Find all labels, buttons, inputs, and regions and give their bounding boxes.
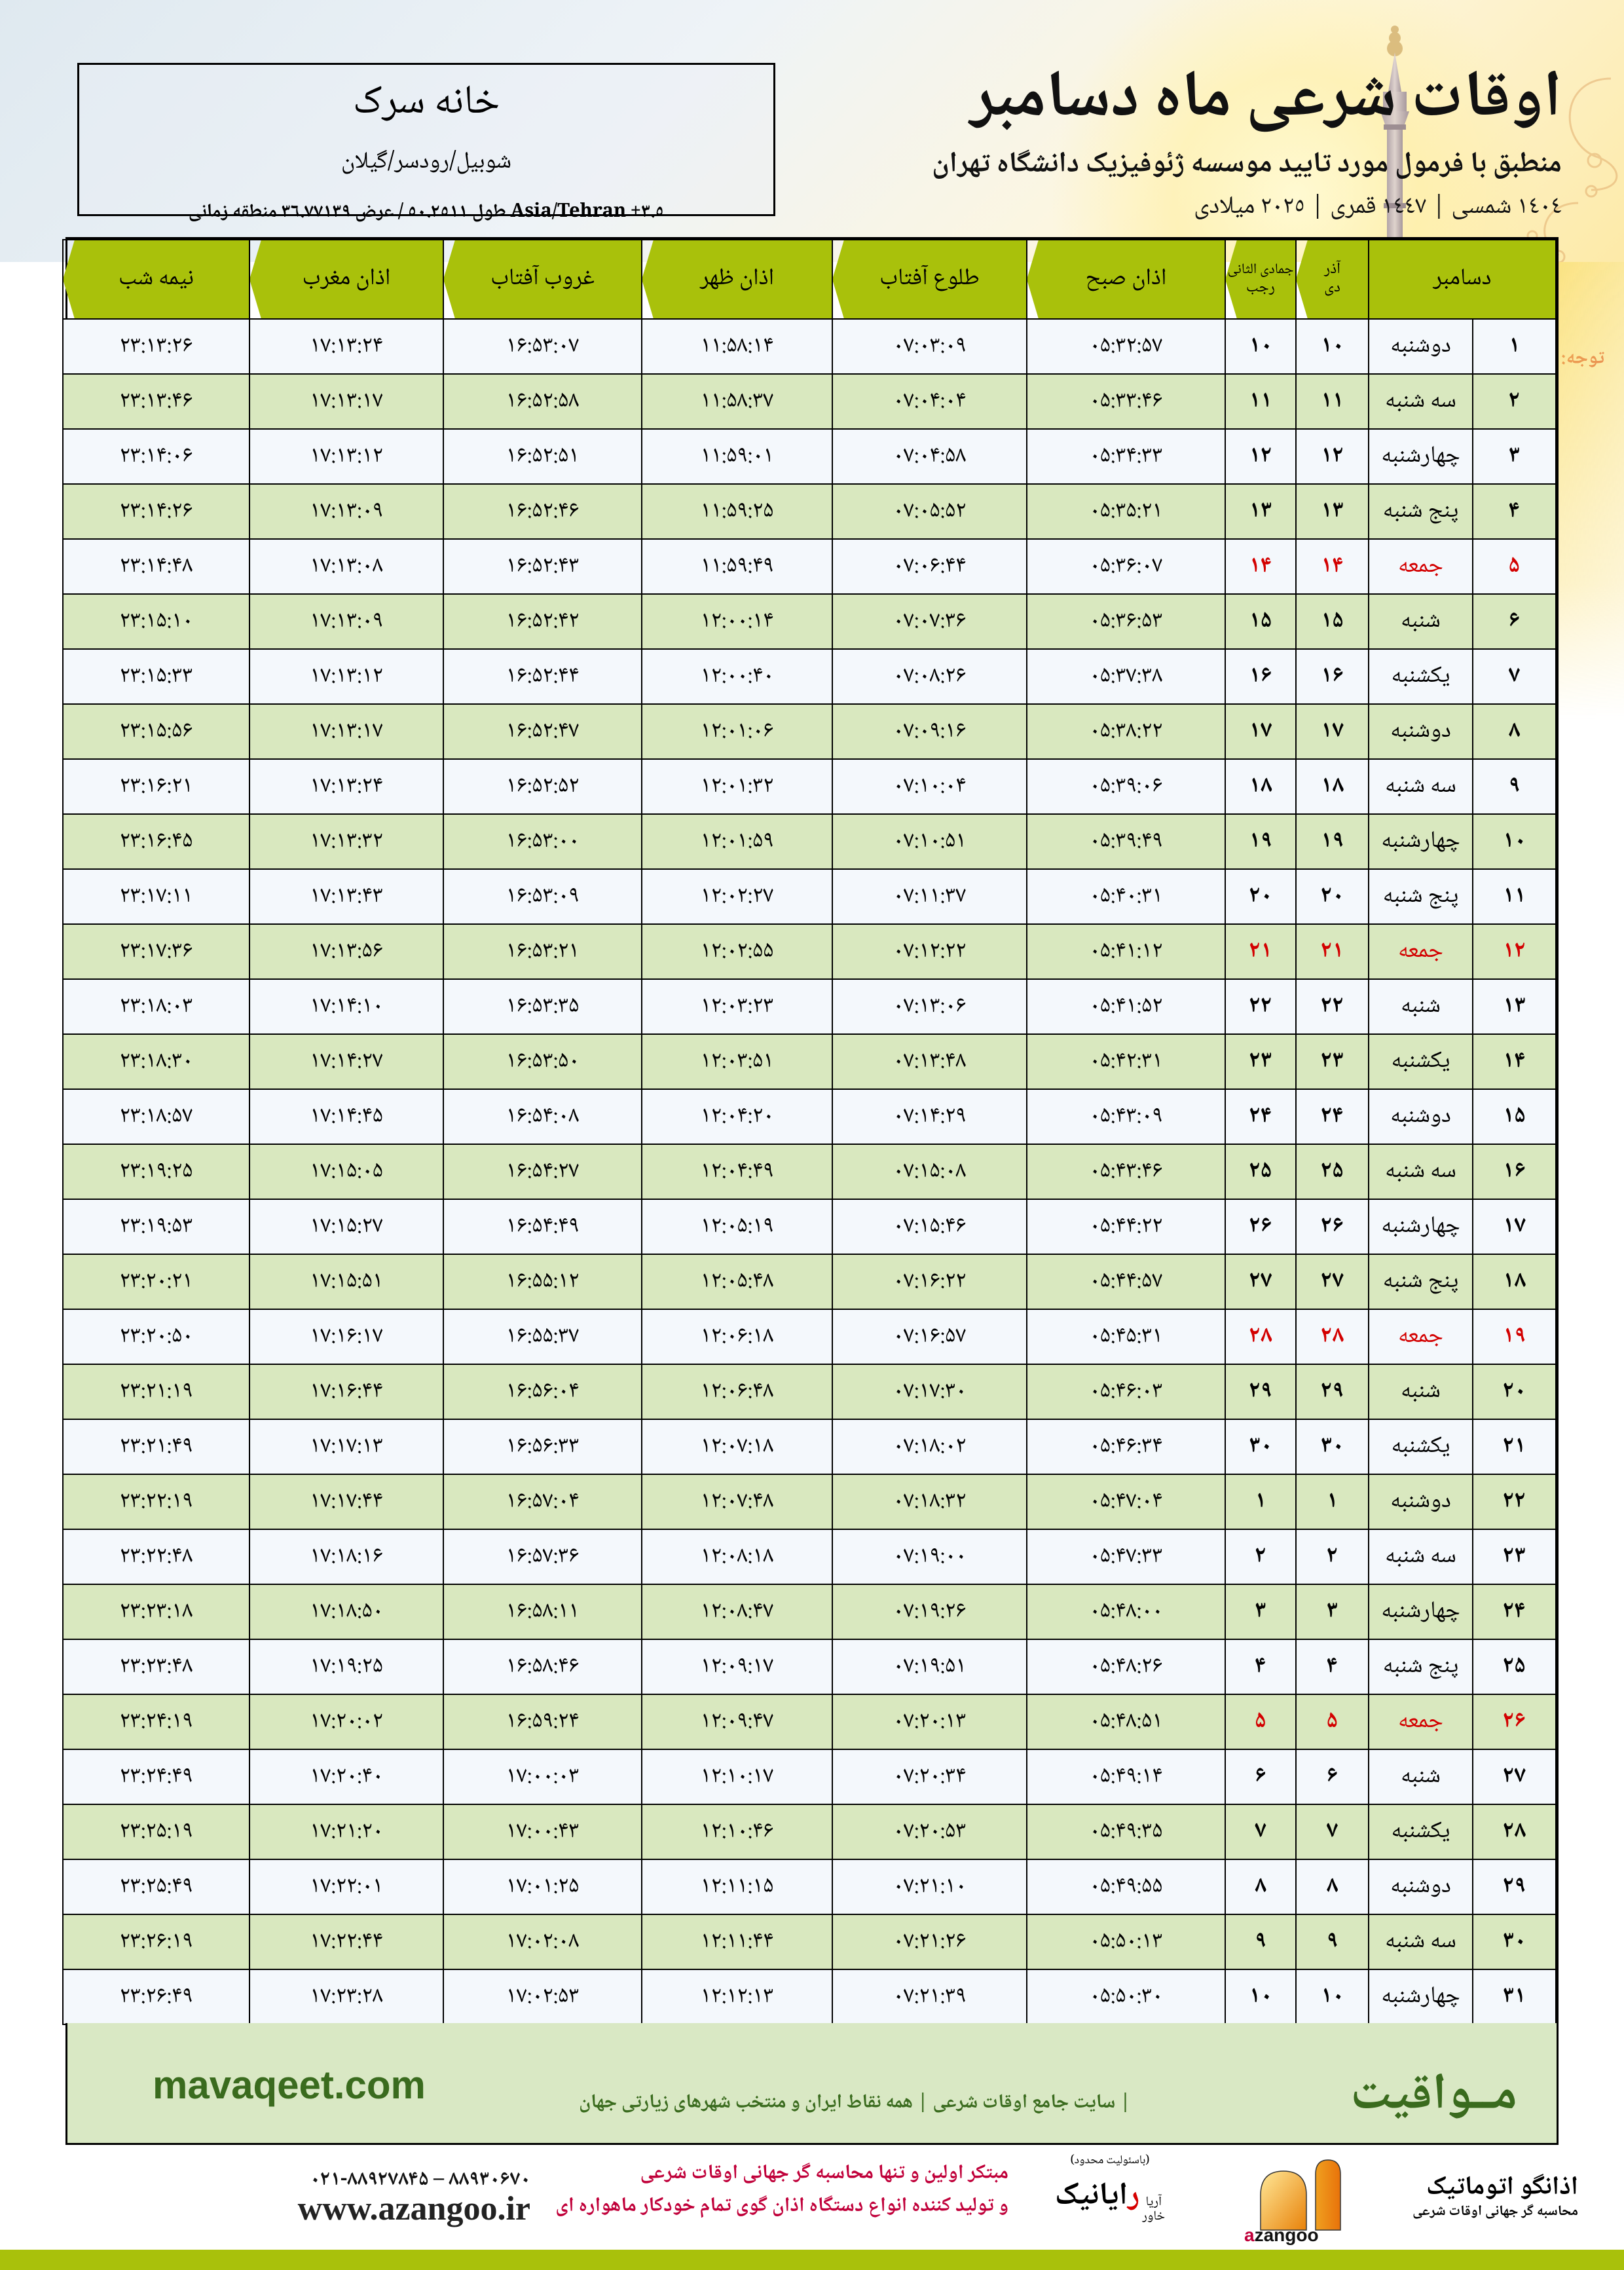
svg-text:محاسبه گر جهانی اوقات شرعی: محاسبه گر جهانی اوقات شرعی: [1412, 2199, 1578, 2224]
svg-text:azangoo: azangoo: [1244, 2225, 1319, 2245]
